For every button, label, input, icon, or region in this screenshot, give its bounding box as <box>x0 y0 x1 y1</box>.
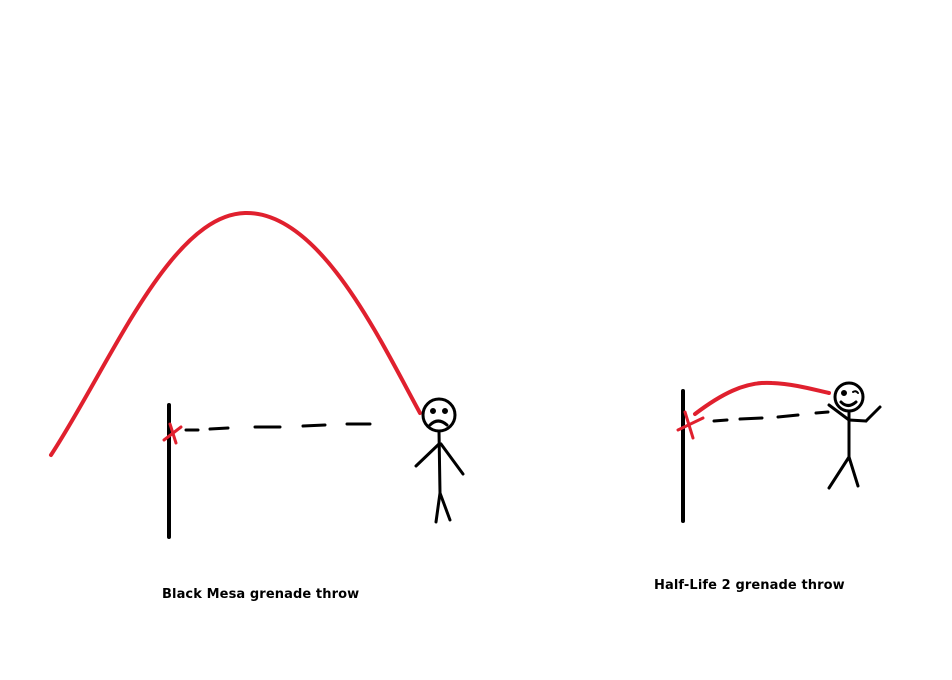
smile-mouth <box>839 400 858 407</box>
half-life-2-dashed-line <box>712 410 830 423</box>
half-life-2-scene <box>676 380 882 523</box>
black-mesa-dashed-line <box>184 422 372 432</box>
half-life-2-caption: Half-Life 2 grenade throw <box>654 578 845 593</box>
half-life-2-stick-figure <box>827 381 882 490</box>
black-mesa-target-mark <box>162 422 183 445</box>
half-life-2-trajectory-arc <box>693 380 831 416</box>
black-mesa-stick-figure <box>414 397 465 524</box>
black-mesa-caption: Black Mesa grenade throw <box>162 587 360 602</box>
black-mesa-trajectory-arc <box>49 210 422 457</box>
half-life-2-target-mark <box>676 410 705 440</box>
frown-mouth <box>428 419 449 427</box>
black-mesa-scene <box>49 210 465 539</box>
sad-face-head <box>421 397 457 433</box>
